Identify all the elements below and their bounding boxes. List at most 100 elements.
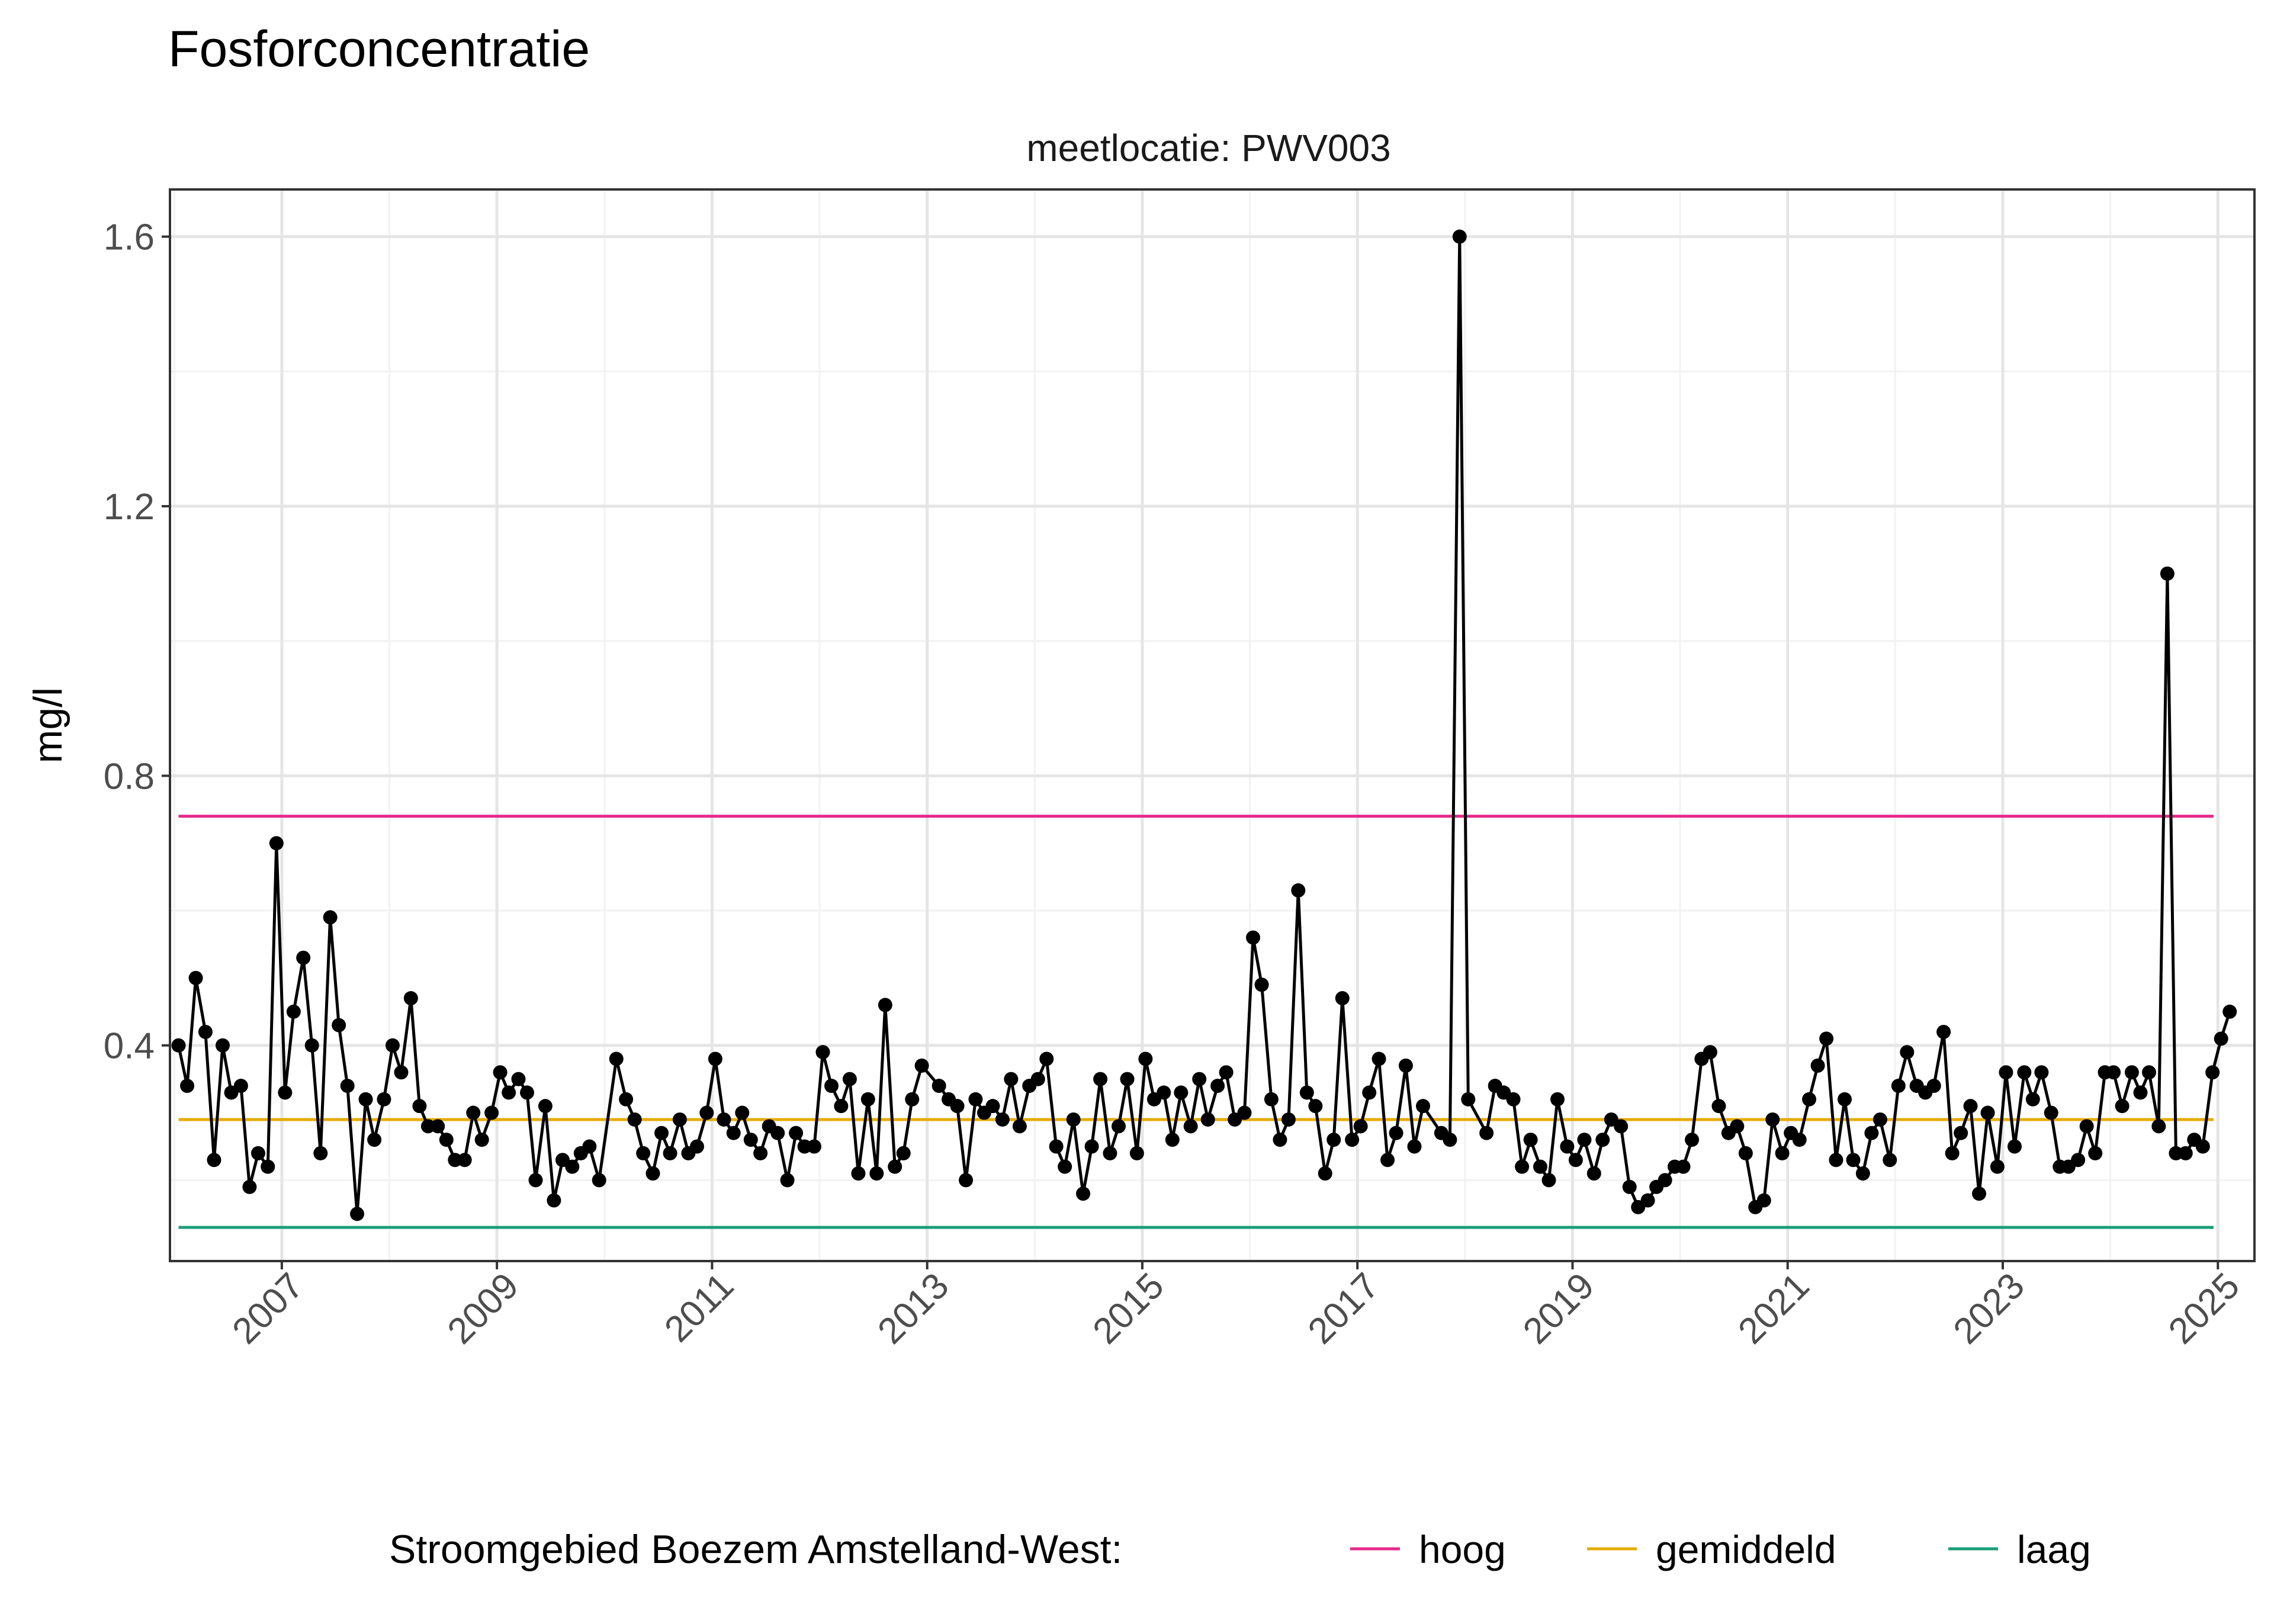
data-point — [2088, 1146, 2103, 1160]
data-point — [807, 1139, 821, 1154]
data-point — [484, 1105, 499, 1120]
data-point — [1954, 1125, 1968, 1140]
data-point — [502, 1085, 516, 1100]
data-point — [1595, 1133, 1610, 1147]
data-point — [1560, 1139, 1575, 1154]
data-point — [1049, 1139, 1064, 1154]
legend-label-gemiddeld: gemiddeld — [1656, 1527, 1836, 1571]
data-point — [1219, 1065, 1234, 1080]
data-point — [1523, 1133, 1538, 1147]
data-point — [2178, 1146, 2193, 1160]
data-point — [645, 1166, 660, 1181]
data-point — [1254, 977, 1269, 992]
data-point — [1829, 1153, 1843, 1168]
data-point — [1174, 1085, 1189, 1100]
data-point — [1120, 1072, 1135, 1086]
data-point — [914, 1058, 929, 1073]
data-point — [1138, 1051, 1153, 1066]
data-point — [565, 1159, 580, 1174]
data-point — [1237, 1105, 1252, 1120]
data-point — [1506, 1092, 1521, 1107]
data-point — [1157, 1085, 1171, 1100]
data-point — [1200, 1112, 1215, 1127]
data-point — [296, 950, 311, 965]
data-point — [1345, 1133, 1360, 1147]
data-point — [1837, 1092, 1852, 1107]
data-point — [1900, 1045, 1915, 1060]
data-point — [1407, 1139, 1422, 1154]
data-point — [654, 1125, 669, 1140]
facet-strip-label: meetlocatie: PWV003 — [1026, 127, 1390, 169]
data-point — [2079, 1119, 2094, 1134]
chart-title: Fosforconcentratie — [168, 21, 590, 78]
data-point — [1461, 1092, 1476, 1107]
data-point — [313, 1146, 328, 1160]
data-point — [2044, 1105, 2058, 1120]
data-point — [1568, 1153, 1583, 1168]
data-point — [250, 1146, 265, 1160]
data-point — [412, 1099, 427, 1114]
data-point — [627, 1112, 642, 1127]
data-point — [582, 1139, 597, 1154]
data-point — [905, 1092, 920, 1107]
data-point — [2151, 1119, 2166, 1134]
data-point — [995, 1112, 1010, 1127]
data-point — [358, 1092, 373, 1107]
legend-label-laag: laag — [2017, 1527, 2091, 1571]
data-point — [1093, 1072, 1108, 1086]
data-point — [188, 970, 203, 985]
y-tick-label: 0.4 — [104, 1026, 155, 1067]
data-point — [323, 910, 338, 925]
data-point — [1443, 1133, 1457, 1147]
data-point — [878, 998, 892, 1012]
data-point — [770, 1125, 785, 1140]
data-point — [1012, 1119, 1027, 1134]
y-axis-title: mg/l — [25, 687, 70, 763]
data-point — [261, 1159, 275, 1174]
data-point — [1614, 1119, 1629, 1134]
data-point — [493, 1065, 508, 1080]
data-point — [2142, 1065, 2157, 1080]
data-point — [1183, 1119, 1198, 1134]
data-point — [1165, 1133, 1180, 1147]
data-point — [735, 1105, 750, 1120]
data-point — [869, 1166, 884, 1181]
data-point — [394, 1065, 409, 1080]
data-point — [233, 1079, 248, 1094]
data-point — [171, 1038, 186, 1053]
data-point — [968, 1092, 983, 1107]
data-point — [950, 1099, 965, 1114]
data-point — [538, 1099, 553, 1114]
data-point — [689, 1139, 704, 1154]
data-point — [1658, 1173, 1672, 1188]
data-point — [350, 1207, 365, 1221]
data-point — [1990, 1159, 2005, 1174]
data-point — [242, 1179, 257, 1194]
data-point — [1864, 1125, 1879, 1140]
data-point — [1792, 1133, 1807, 1147]
data-point — [860, 1092, 875, 1107]
data-point — [753, 1146, 768, 1160]
data-point — [511, 1072, 526, 1086]
data-point — [2133, 1085, 2148, 1100]
data-point — [1308, 1099, 1323, 1114]
data-point — [180, 1079, 195, 1094]
y-tick-label: 1.2 — [104, 487, 155, 528]
data-point — [466, 1105, 481, 1120]
data-point — [932, 1079, 946, 1094]
data-point — [1129, 1146, 1144, 1160]
y-tick-label: 0.8 — [104, 756, 155, 797]
data-point — [1883, 1153, 1897, 1168]
data-point — [1980, 1105, 1995, 1120]
data-point — [2017, 1065, 2032, 1080]
data-point — [619, 1092, 634, 1107]
data-point — [1318, 1166, 1332, 1181]
data-point — [367, 1133, 382, 1147]
data-point — [834, 1099, 849, 1114]
series-line — [177, 235, 2231, 1215]
data-point — [2214, 1031, 2228, 1046]
data-point — [1945, 1146, 1960, 1160]
data-point — [888, 1159, 902, 1174]
data-point — [474, 1133, 489, 1147]
